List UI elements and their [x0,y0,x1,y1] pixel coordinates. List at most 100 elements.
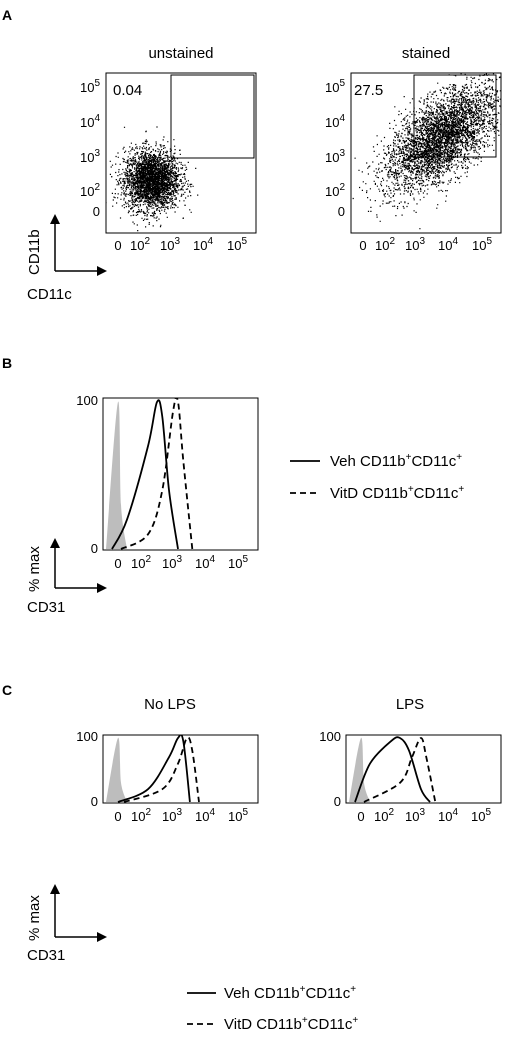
gate-box [170,74,255,159]
axis-indicator-b: % max CD31 [26,538,107,616]
y-arrow-head [50,214,60,224]
tick-label: 104 [193,236,213,253]
tick-label: 0 [114,809,121,824]
histogram-no-lps: 100 0 0 102 103 104 105 [76,729,259,824]
plot-title-lps: LPS [396,696,424,713]
tick-label: 103 [162,554,182,571]
isotype-histogram [106,401,127,549]
vitd-histogram-line [363,737,437,803]
x-tick-labels: 0 102 103 104 105 [114,236,247,253]
tick-label: 102 [375,236,395,253]
plot-stained: 27.5 105 104 103 102 0 0 102 103 104 105 [325,72,502,253]
tick-label: 103 [162,807,182,824]
plot-frame [345,734,502,804]
panel-letter-a: A [2,7,12,23]
y-tick-0: 0 [91,541,98,556]
legend-veh-label: Veh CD11b+CD11c+ [224,984,356,1002]
gate-percentage: 27.5 [354,82,383,99]
legend-c: Veh CD11b+CD11c+ VitD CD11b+CD11c+ [187,984,358,1033]
y-axis-label: % max [26,546,43,592]
plot-unstained: 0.04 105 104 103 102 0 0 102 103 104 105 [80,72,257,253]
tick-label: 103 [160,236,180,253]
tick-label: 102 [131,807,151,824]
tick-label: 0 [338,204,345,219]
tick-label: 104 [438,236,458,253]
tick-label: 104 [325,113,345,130]
axis-indicator-c: % max CD31 [26,884,107,964]
tick-label: 105 [228,554,248,571]
y-tick-0: 0 [91,794,98,809]
histogram-b: 100 0 0 102 103 104 105 [76,393,259,571]
y-tick-labels: 105 104 103 102 0 [80,78,100,219]
tick-label: 0 [357,809,364,824]
plot-frame [105,72,257,234]
tick-label: 102 [131,554,151,571]
tick-label: 103 [405,236,425,253]
scatter-events [106,126,199,232]
x-arrow-head [97,266,107,276]
plot-title-no-lps: No LPS [144,696,196,713]
tick-label: 105 [472,236,492,253]
x-tick-labels: 0 102 103 104 105 [114,807,248,824]
tick-label: 0 [114,238,121,253]
tick-label: 102 [130,236,150,253]
y-tick-100: 100 [76,729,98,744]
tick-label: 105 [227,236,247,253]
legend-vitd-label: VitD CD11b+CD11c+ [330,484,464,502]
tick-label: 102 [80,182,100,199]
tick-label: 0 [359,238,366,253]
isotype-histogram [349,737,370,802]
tick-label: 102 [325,182,345,199]
tick-label: 105 [325,78,345,95]
event-dots [106,126,199,232]
tick-label: 104 [195,807,215,824]
y-tick-labels: 105 104 103 102 0 [325,78,345,219]
plot-frame [102,734,259,804]
tick-label: 105 [228,807,248,824]
scatter-events [352,73,501,230]
y-arrow-head [50,538,60,548]
tick-label: 0 [93,204,100,219]
x-axis-label: CD31 [27,599,65,616]
axis-indicator-a: CD11b CD11c [26,214,107,303]
x-tick-labels: 0 102 103 104 105 [114,554,248,571]
x-arrow-head [97,583,107,593]
panel-letter-c: C [2,682,12,698]
tick-label: 0 [114,556,121,571]
tick-label: 103 [325,148,345,165]
y-tick-100: 100 [76,393,98,408]
y-axis-label: % max [26,895,43,941]
legend-b: Veh CD11b+CD11c+ VitD CD11b+CD11c+ [290,452,464,502]
tick-label: 105 [471,807,491,824]
tick-label: 104 [438,807,458,824]
histogram-lps: 100 0 0 102 103 104 105 [319,729,502,824]
event-dots [352,73,501,230]
veh-histogram-line [111,399,179,550]
panel-letter-b: B [2,355,12,371]
plot-frame [350,72,502,234]
gate-percentage: 0.04 [113,82,142,99]
plot-title-unstained: unstained [148,45,213,62]
y-axis-label: CD11b [26,229,43,275]
legend-vitd-label: VitD CD11b+CD11c+ [224,1015,358,1033]
y-arrow-head [50,884,60,894]
plot-title-stained: stained [402,45,450,62]
vitd-histogram-line [120,398,194,550]
x-tick-labels: 0 102 103 104 105 [359,236,492,253]
isotype-histogram [106,737,127,802]
legend-veh-label: Veh CD11b+CD11c+ [330,452,462,470]
tick-label: 102 [374,807,394,824]
y-tick-100: 100 [319,729,341,744]
tick-label: 103 [405,807,425,824]
x-axis-label: CD31 [27,947,65,964]
veh-histogram-line [354,736,431,803]
x-axis-label: CD11c [27,286,72,303]
tick-label: 104 [195,554,215,571]
tick-label: 105 [80,78,100,95]
veh-histogram-line [117,735,191,803]
plot-frame [102,397,259,551]
x-arrow-head [97,932,107,942]
x-tick-labels: 0 102 103 104 105 [357,807,491,824]
y-tick-0: 0 [334,794,341,809]
